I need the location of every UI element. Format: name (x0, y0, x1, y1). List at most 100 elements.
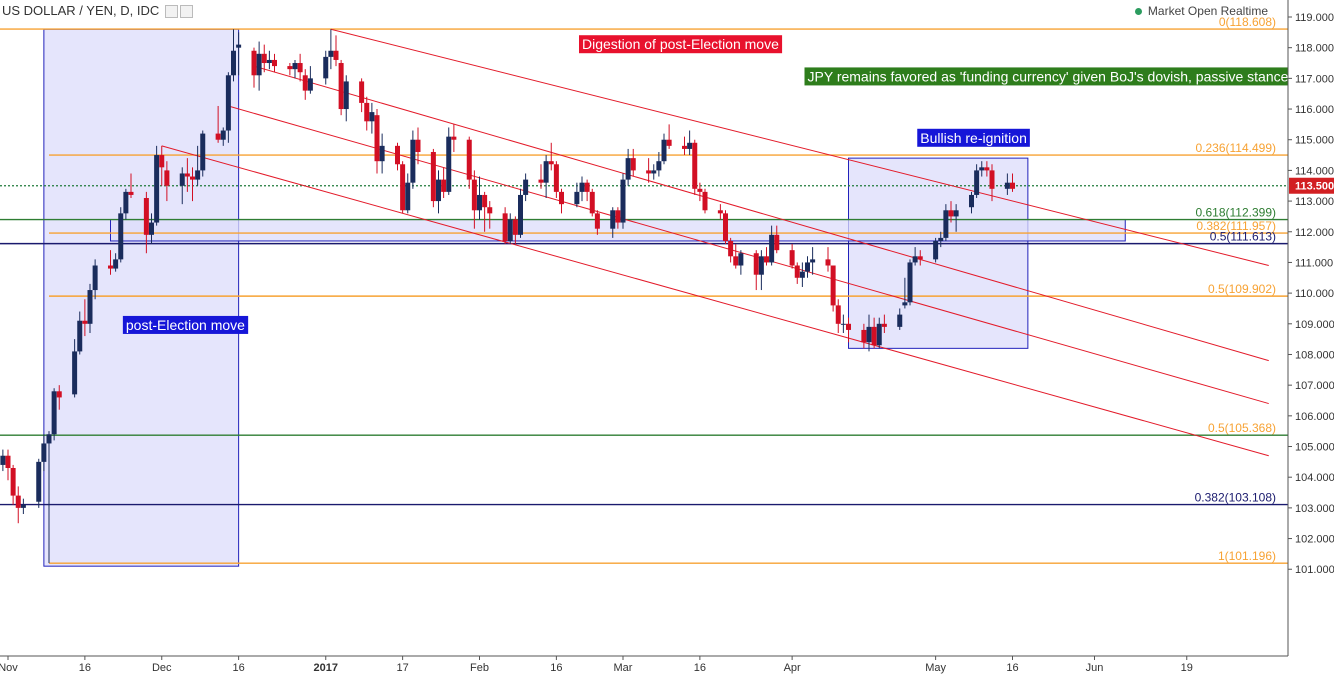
candle-body (512, 219, 518, 235)
channel-line-4 (161, 145, 1269, 457)
candle-body (410, 139, 416, 183)
candle-body (190, 176, 195, 180)
y-tick-label: 108.000 (1295, 349, 1334, 361)
candle-body (430, 151, 436, 202)
candle-body (584, 182, 590, 192)
fib-0.382-label: 0.382(111.957) (1196, 219, 1276, 233)
candle-body (861, 329, 867, 343)
x-tick-label: Jun (1086, 662, 1104, 674)
candle-body (553, 164, 559, 192)
candle-body (538, 179, 544, 183)
post-election-box (43, 28, 240, 567)
candle-body (477, 194, 482, 211)
y-tick-label: 102.000 (1295, 534, 1334, 546)
candle-body (236, 44, 242, 48)
channel-line-2 (253, 65, 1269, 362)
candle-body (912, 256, 918, 263)
y-tick-label: 110.000 (1295, 288, 1334, 300)
candle-body (656, 161, 662, 171)
candle-body (446, 136, 452, 192)
candle-body (113, 259, 119, 269)
fib-0.5-lower-label: 0.5(105.368) (1208, 421, 1276, 435)
y-tick-label: 111.000 (1295, 257, 1333, 269)
candle-body (41, 443, 47, 462)
jpy-funding-annotation: JPY remains favored as 'funding currency… (808, 68, 1289, 84)
candle-body (881, 323, 887, 327)
settings-icon[interactable] (165, 5, 179, 19)
post-election-annotation: post-Election move (126, 317, 245, 333)
y-tick-label: 109.000 (1295, 319, 1334, 331)
candle-body (307, 78, 313, 91)
candle-body (128, 191, 134, 195)
candle-body (794, 265, 800, 278)
fib-0.236-label: 0.236(114.499) (1195, 141, 1276, 155)
x-tick-label: Dec (152, 662, 172, 674)
candle-body (974, 170, 980, 195)
candle-body (10, 467, 16, 496)
fib-1-label: 1(101.196) (1218, 549, 1276, 563)
x-tick-label: Feb (470, 662, 489, 674)
digestion-annotation: Digestion of post-Election move (582, 36, 779, 52)
candle-body (625, 158, 631, 180)
current-price-tag (1289, 177, 1334, 194)
candle-body (415, 139, 421, 152)
candle-body (46, 434, 52, 444)
y-tick-label: 118.000 (1295, 43, 1334, 55)
candle-body (395, 145, 400, 165)
candle-body (799, 271, 805, 278)
candle-body (359, 81, 365, 103)
candle-body (518, 194, 523, 235)
candle-body (261, 53, 267, 64)
candle-body (256, 53, 262, 76)
candle-body (451, 136, 457, 140)
candle-body (374, 115, 380, 162)
candle-body (907, 262, 913, 303)
candle-body (559, 191, 564, 205)
x-tick-label: Mar (614, 662, 633, 674)
candle-body (441, 179, 447, 192)
x-tick-label: 17 (397, 662, 409, 674)
candle-body (302, 75, 308, 91)
bullish-reignition-box (848, 157, 1029, 349)
candle-body (902, 302, 908, 306)
candle-body (159, 155, 165, 168)
candle-body (51, 391, 57, 435)
candle-body (682, 145, 687, 149)
channel-line-1 (330, 28, 1269, 266)
candle-body (15, 495, 21, 508)
candle-body (753, 253, 759, 275)
candle-body (400, 164, 406, 211)
candle-body (56, 391, 62, 398)
candle-body (251, 50, 257, 76)
market-status: Market Open Realtime (1134, 4, 1268, 18)
candles (0, 29, 1015, 564)
candle-body (866, 326, 872, 343)
candle-body (523, 179, 529, 195)
candle-body (502, 213, 508, 241)
candle-body (769, 234, 775, 263)
candle-body (830, 265, 836, 306)
candle-body (123, 191, 129, 214)
add-indicator-icon[interactable] (180, 5, 194, 19)
status-dot-icon (1134, 8, 1142, 16)
candle-body (989, 170, 995, 189)
candle-body (692, 142, 698, 189)
candle-body (728, 240, 734, 257)
candle-body (969, 194, 974, 208)
x-tick-label: May (925, 662, 946, 674)
y-tick-label: 104.000 (1295, 472, 1334, 484)
candle-body (272, 59, 277, 67)
candle-body (825, 259, 831, 266)
candle-body (938, 237, 944, 241)
y-tick-label: 103.000 (1295, 503, 1334, 515)
y-tick-label: 107.000 (1295, 380, 1334, 392)
candle-body (0, 455, 6, 465)
candle-body (723, 213, 728, 241)
candle-body (369, 112, 375, 122)
y-tick-label: 115.000 (1295, 135, 1334, 147)
candle-body (364, 102, 370, 122)
candle-body (143, 198, 149, 235)
candle-body (487, 207, 493, 214)
x-tick-label: 16 (550, 662, 562, 674)
candle-body (594, 213, 600, 229)
